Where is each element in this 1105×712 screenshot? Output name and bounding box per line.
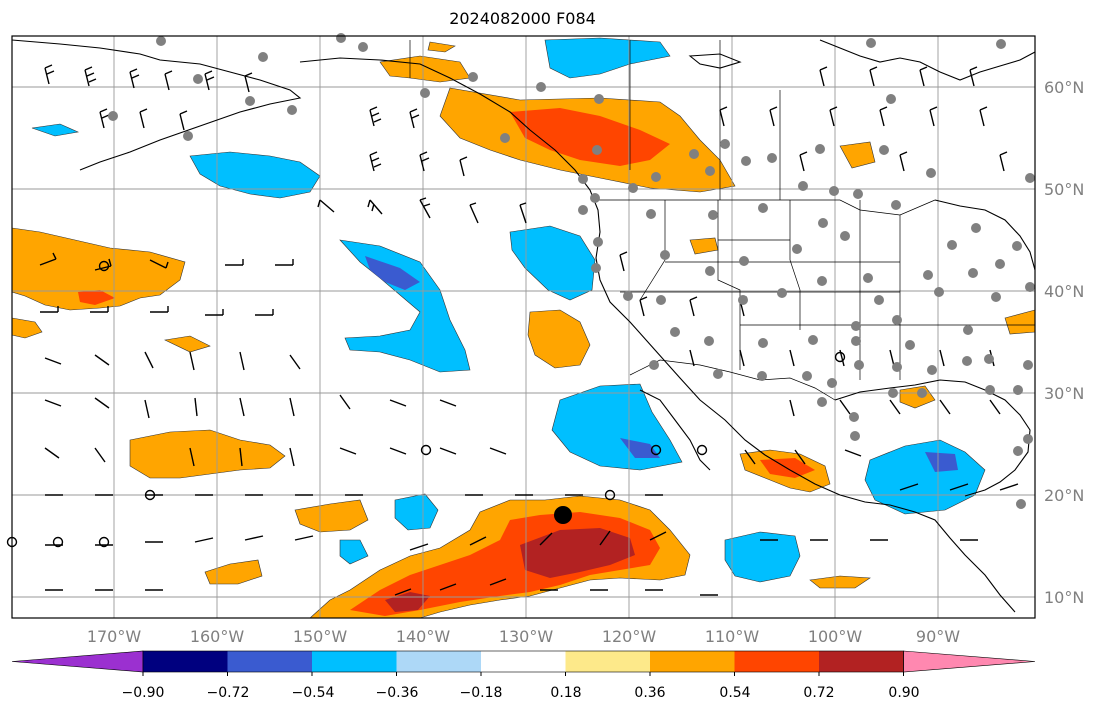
colorbar-segment <box>396 651 482 672</box>
negative-region <box>925 452 958 472</box>
colorbar-tick-label: −0.54 <box>292 685 335 701</box>
lon-label: 140°W <box>396 627 451 646</box>
negative-region <box>394 493 439 531</box>
lon-label: 120°W <box>602 627 657 646</box>
lon-label: 150°W <box>293 627 348 646</box>
colorbar-extend-high <box>903 650 1036 673</box>
negative-region <box>339 239 471 373</box>
positive-region <box>839 141 876 169</box>
positive-region <box>164 335 211 353</box>
longitude-axis: 170°W 160°W 150°W 140°W 130°W 120°W 110°… <box>87 627 960 646</box>
negative-region <box>31 123 80 137</box>
colorbar-segment <box>481 651 566 672</box>
borders <box>409 40 1035 401</box>
positive-region <box>294 499 369 533</box>
lon-label: 170°W <box>87 627 142 646</box>
lat-label: 50°N <box>1044 180 1084 199</box>
lat-label: 30°N <box>1044 384 1084 403</box>
colorbar-tick-label: 0.36 <box>634 685 665 701</box>
lon-label: 110°W <box>705 627 760 646</box>
colorbar-segment <box>650 651 735 672</box>
negative-region <box>365 256 420 290</box>
colorbar-extend-low <box>11 650 144 673</box>
lat-label: 40°N <box>1044 282 1084 301</box>
negative-region <box>189 151 321 199</box>
lon-label: 160°W <box>190 627 245 646</box>
positive-region <box>204 559 263 585</box>
colorbar-segment <box>312 651 397 672</box>
graticule <box>12 36 1035 618</box>
storm-marker <box>554 506 572 524</box>
colorbar-segment <box>819 651 904 672</box>
positive-region <box>427 41 456 53</box>
negative-region <box>509 225 596 301</box>
colorbar-outline <box>142 650 904 673</box>
lat-label: 20°N <box>1044 486 1084 505</box>
colorbar-tick-label: −0.90 <box>122 685 165 701</box>
negative-region <box>620 438 660 458</box>
map-title: 2024082000 F084 <box>449 9 596 28</box>
positive-region <box>78 290 115 305</box>
colorbar-tick-label: −0.18 <box>460 685 503 701</box>
colorbar-segment <box>227 651 313 672</box>
lon-label: 90°W <box>916 627 960 646</box>
negative-region <box>339 539 369 565</box>
negative-region <box>724 531 801 583</box>
colorbar-tick-label: 0.54 <box>719 685 750 701</box>
colorbar-tick-label: 0.72 <box>803 685 834 701</box>
lon-label: 100°W <box>808 627 863 646</box>
latitude-axis: 60°N 50°N 40°N 30°N 20°N 10°N <box>1044 78 1084 607</box>
colorbar-tick-label: 0.18 <box>550 685 581 701</box>
colorbar-ticks: −0.90 −0.72 −0.54 −0.36 −0.18 0.18 0.36 … <box>122 685 920 701</box>
lat-label: 10°N <box>1044 588 1084 607</box>
colorbar <box>11 650 1036 676</box>
colorbar-tick-label: −0.72 <box>207 685 250 701</box>
colorbar-segment <box>143 651 228 672</box>
colorbar-segment <box>734 651 820 672</box>
colorbar-tick-label: 0.90 <box>888 685 919 701</box>
coastlines <box>11 39 1036 613</box>
wind-barbs <box>39 64 1019 596</box>
lon-label: 130°W <box>499 627 554 646</box>
positive-region <box>527 309 591 369</box>
map-frame <box>11 35 1036 619</box>
colorbar-segment <box>565 651 651 672</box>
station-dots <box>108 33 1035 509</box>
colorbar-tick-label: −0.36 <box>376 685 419 701</box>
positive-region <box>520 528 635 578</box>
lat-label: 60°N <box>1044 78 1084 97</box>
anomaly-fields <box>11 37 1036 619</box>
positive-region <box>129 429 286 479</box>
